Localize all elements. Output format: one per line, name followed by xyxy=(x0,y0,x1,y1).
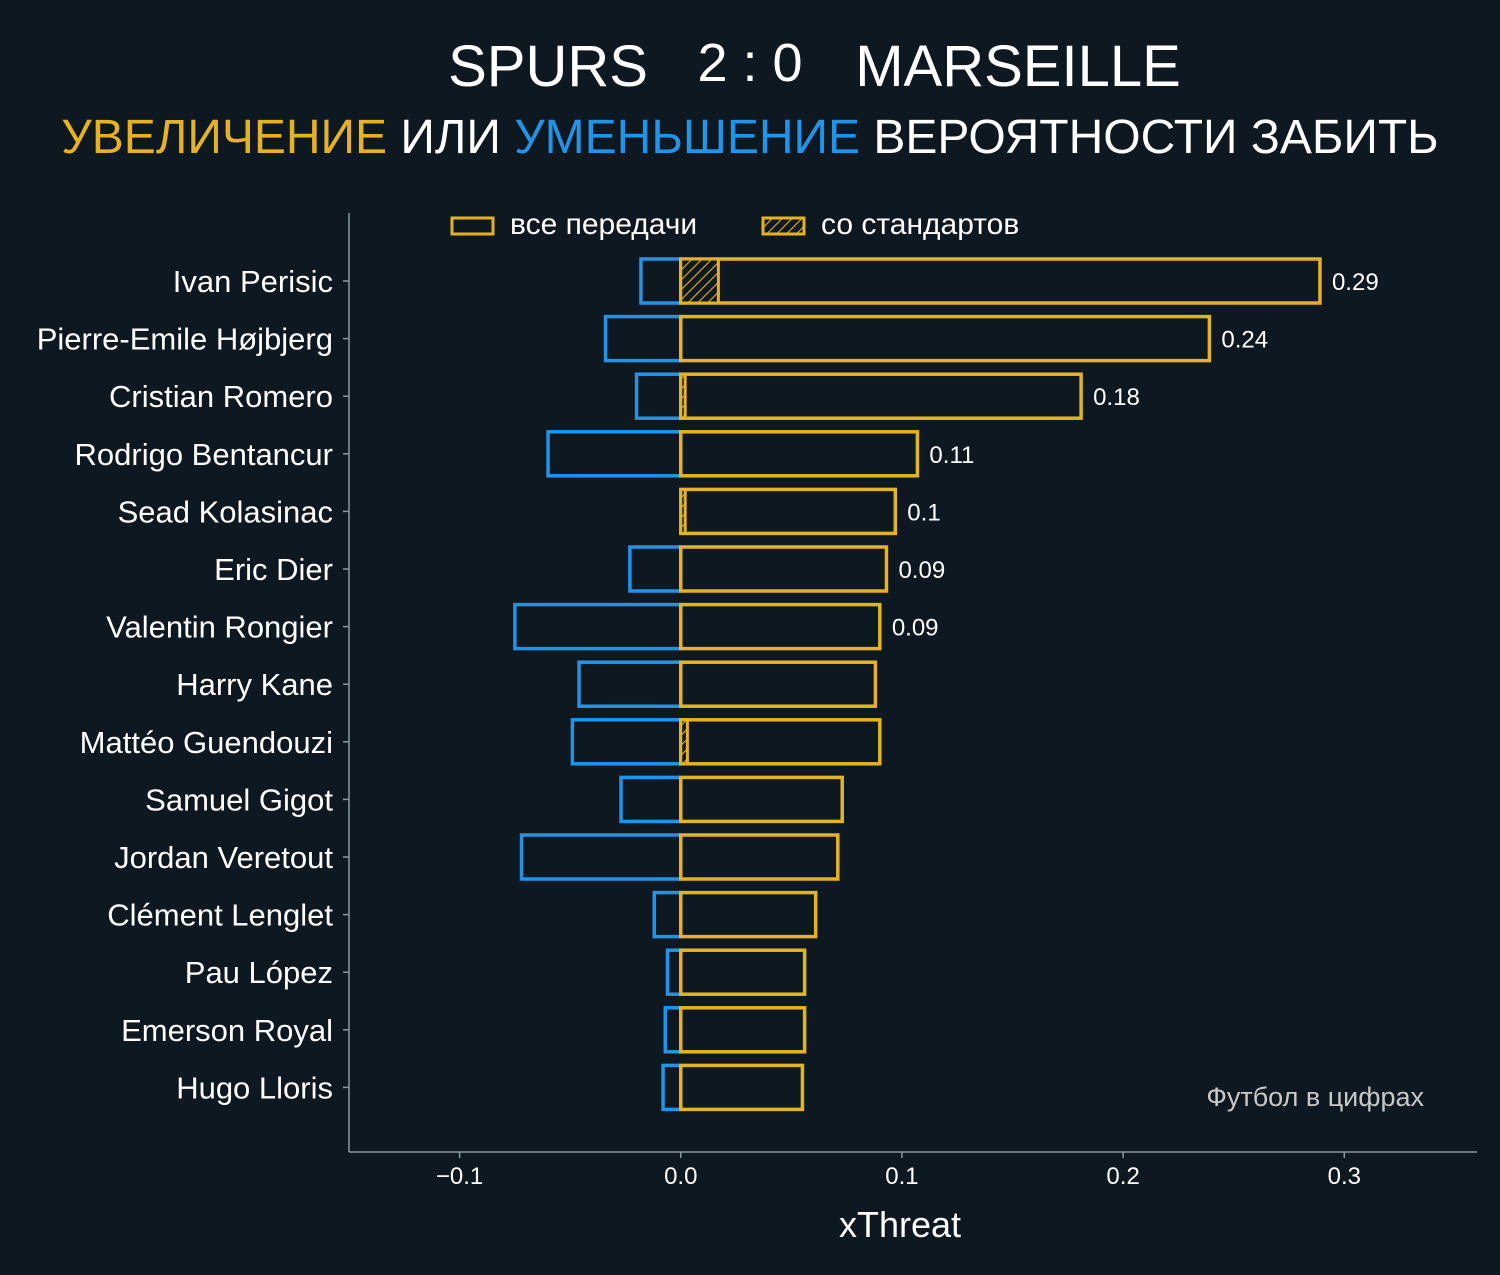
bar-increase xyxy=(679,602,882,651)
subtitle-part-plain: ВЕРОЯТНОСТИ ЗАБИТЬ xyxy=(860,111,1439,164)
x-axis-label: xThreat xyxy=(839,1204,961,1245)
legend-label-all-passes: все передачи xyxy=(510,208,697,241)
bar-increase xyxy=(679,660,878,708)
bar-decrease xyxy=(661,1063,683,1112)
data-label: 0.09 xyxy=(892,615,939,642)
y-tick-label: Mattéo Guendouzi xyxy=(80,725,333,760)
bar-decrease xyxy=(577,660,683,708)
y-tick-label: Valentin Rongier xyxy=(106,610,333,645)
bar-set-piece xyxy=(679,257,720,305)
data-label: 0.29 xyxy=(1332,269,1379,296)
bar-increase xyxy=(679,314,1212,363)
x-tick-label: 0.0 xyxy=(664,1163,697,1190)
x-tick-label: −0.1 xyxy=(436,1163,483,1190)
legend: все передачи со стандартов xyxy=(450,208,1019,241)
bar-increase xyxy=(679,372,1083,420)
y-tick-label: Ivan Perisic xyxy=(173,264,333,299)
y-tick-label: Pau López xyxy=(185,955,333,990)
bar-decrease xyxy=(570,718,683,766)
legend-label-set-pieces: со стандартов xyxy=(821,208,1019,241)
bar-decrease xyxy=(628,545,683,593)
y-tick-label: Clément Lenglet xyxy=(107,898,333,933)
bar-decrease xyxy=(639,257,683,305)
subtitle: УВЕЛИЧЕНИЕ ИЛИ УМЕНЬШЕНИЕ ВЕРОЯТНОСТИ ЗА… xyxy=(61,111,1438,164)
y-tick-label: Cristian Romero xyxy=(109,379,333,414)
bar-increase xyxy=(679,833,840,881)
score: 2 : 0 xyxy=(697,33,802,93)
x-tick-label: 0.1 xyxy=(885,1163,918,1190)
bar-increase xyxy=(679,487,898,536)
bar-increase xyxy=(679,1063,805,1112)
data-label: 0.09 xyxy=(898,557,945,584)
y-tick-label: Samuel Gigot xyxy=(145,782,333,817)
bar-decrease xyxy=(546,430,683,478)
bar-increase xyxy=(679,257,1322,305)
data-label: 0.1 xyxy=(907,499,940,526)
x-tick-label: 0.3 xyxy=(1328,1163,1361,1190)
y-tick-label: Harry Kane xyxy=(176,667,333,702)
bar-increase xyxy=(679,1006,807,1054)
bar-set-piece xyxy=(679,487,687,535)
bars: 0.29 0.24 0.18 0.11 0.1 0.09 0.09 xyxy=(513,257,1379,1112)
bar-decrease xyxy=(663,1006,683,1054)
bar-decrease xyxy=(519,833,683,881)
watermark: Футбол в цифрах xyxy=(1206,1082,1424,1112)
y-tick-label: Emerson Royal xyxy=(121,1013,333,1048)
x-ticks: −0.1 0.0 0.1 0.2 0.3 xyxy=(436,1152,1361,1190)
bar-decrease xyxy=(665,948,683,996)
y-tick-label: Sead Kolasinac xyxy=(118,494,333,529)
bar-increase xyxy=(679,545,889,593)
subtitle-part-plain: ИЛИ xyxy=(387,111,514,164)
y-tick-label: Pierre-Emile Højbjerg xyxy=(37,322,333,357)
home-team: SPURS xyxy=(448,34,648,99)
bar-set-piece xyxy=(679,372,687,420)
bar-decrease xyxy=(634,372,683,420)
bar-increase xyxy=(679,430,920,478)
bar-increase xyxy=(679,948,807,996)
bar-set-piece xyxy=(679,718,689,766)
data-label: 0.11 xyxy=(929,442,974,469)
data-label: 0.24 xyxy=(1221,327,1268,354)
bar-increase xyxy=(679,718,882,766)
bar-decrease xyxy=(619,775,683,824)
bar-decrease xyxy=(603,314,683,363)
subtitle-part-increase: УВЕЛИЧЕНИЕ xyxy=(61,111,387,164)
bar-increase xyxy=(679,775,844,824)
away-team: MARSEILLE xyxy=(855,34,1181,99)
bar-decrease xyxy=(652,890,683,939)
bar-decrease xyxy=(513,602,683,651)
y-tick-label: Rodrigo Bentancur xyxy=(75,437,334,472)
bar-increase xyxy=(679,890,818,939)
y-tick-label: Hugo Lloris xyxy=(176,1070,333,1105)
data-label: 0.18 xyxy=(1093,384,1140,411)
legend-swatch-all-passes xyxy=(450,216,495,236)
y-tick-labels: Ivan Perisic Pierre-Emile Højbjerg Cristia… xyxy=(37,264,349,1105)
subtitle-part-decrease: УМЕНЬШЕНИЕ xyxy=(514,111,860,164)
y-tick-label: Eric Dier xyxy=(214,552,333,587)
y-tick-label: Jordan Veretout xyxy=(114,840,333,875)
x-tick-label: 0.2 xyxy=(1106,1163,1139,1190)
legend-swatch-set-pieces xyxy=(761,216,806,236)
